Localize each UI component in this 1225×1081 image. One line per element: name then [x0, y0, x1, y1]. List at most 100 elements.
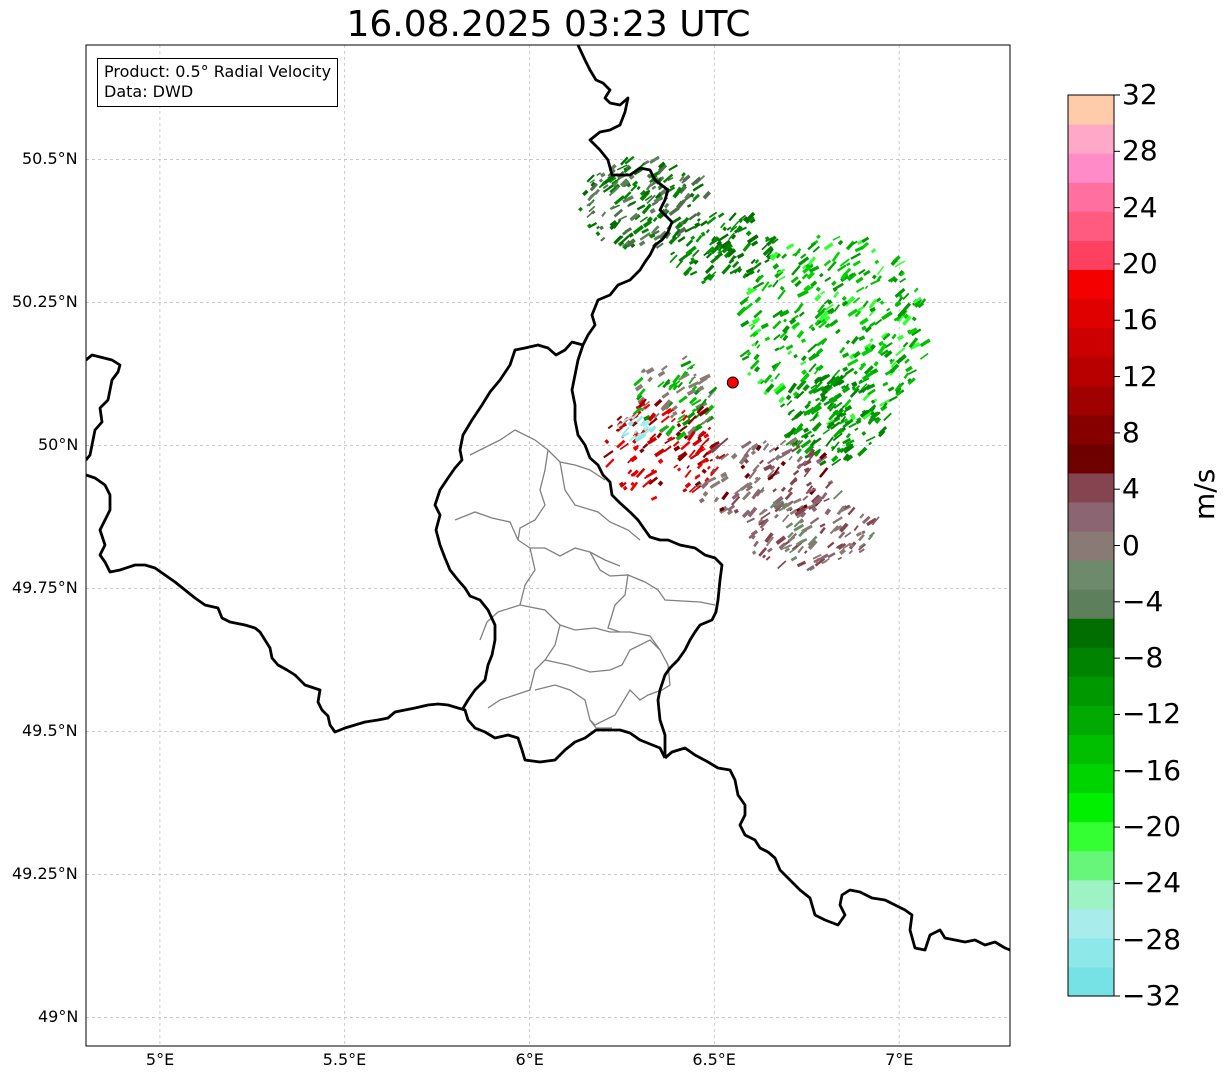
- radar-echo-pixel: [613, 208, 624, 218]
- radar-echo-pixel: [686, 363, 696, 370]
- radar-echo-pixel: [878, 340, 885, 347]
- colorbar-tick-label: −28: [1122, 922, 1182, 956]
- radar-echo-pixel: [813, 380, 823, 391]
- radar-echo-pixel: [681, 177, 687, 184]
- lat-tick-label: 49.75°N: [12, 578, 78, 598]
- radar-echo-pixel: [867, 388, 876, 396]
- radar-echo-pixel: [714, 242, 723, 251]
- colorbar: [1067, 94, 1120, 997]
- radar-echo-pixel: [898, 315, 905, 322]
- lon-tick-label: 7°E: [885, 1050, 914, 1069]
- radar-echo-pixel: [632, 406, 643, 416]
- radar-echo-pixel: [787, 531, 794, 539]
- radar-echo-pixel: [630, 184, 638, 192]
- radar-echo-pixel: [844, 367, 855, 376]
- radar-echo-pixel: [833, 412, 844, 421]
- radar-echo-pixel: [892, 277, 899, 283]
- radar-echo-pixel: [886, 307, 891, 312]
- radar-echo-pixel: [895, 353, 907, 365]
- lon-tick-label: 6°E: [515, 1050, 544, 1069]
- radar-echo-pixel: [789, 509, 798, 516]
- radar-echo-pixel: [687, 426, 697, 435]
- radar-echo-pixel: [676, 233, 682, 239]
- radar-echo-pixel: [847, 358, 859, 367]
- radar-echo-pixel: [624, 183, 629, 187]
- radar-echo-pixel: [883, 412, 892, 422]
- lat-tick-label: 50.25°N: [12, 292, 78, 312]
- radar-echo-pixel: [796, 379, 807, 391]
- radar-echo-pixel: [704, 477, 710, 483]
- radar-echo-pixel: [638, 240, 646, 247]
- radar-echo-pixel: [772, 361, 782, 372]
- radar-echo-pixel: [858, 268, 866, 275]
- radar-echo-pixel: [609, 222, 618, 231]
- radar-echo-pixel: [861, 530, 866, 535]
- radar-echo-pixel: [681, 172, 686, 177]
- radar-echo-pixel: [621, 180, 631, 188]
- radar-echo-pixel: [648, 425, 657, 434]
- radar-echo-pixel: [689, 453, 698, 460]
- radar-echo-pixel: [852, 350, 861, 359]
- radar-echo-pixel: [678, 395, 688, 404]
- radar-echo-pixel: [746, 234, 759, 244]
- radar-echo-pixel: [753, 476, 762, 484]
- radar-echo-pixel: [796, 504, 808, 513]
- radar-echo-pixel: [792, 391, 798, 397]
- radar-echo-pixel: [820, 315, 831, 325]
- radar-echo-pixel: [641, 368, 647, 374]
- radar-echo-pixel: [803, 433, 809, 440]
- radar-echo-pixel: [680, 360, 692, 368]
- radar-echo-pixel: [845, 339, 851, 345]
- radar-echo-pixel: [750, 534, 756, 540]
- radar-echo-pixel: [608, 187, 619, 197]
- radar-echo-pixel: [793, 523, 805, 532]
- radar-echo-pixel: [800, 338, 807, 344]
- radar-echo-pixel: [831, 441, 840, 452]
- colorbar-segment: [1068, 647, 1114, 677]
- radar-echo-pixel: [882, 381, 889, 387]
- radar-echo-pixel: [839, 411, 847, 418]
- radar-echo-pixel: [871, 516, 880, 526]
- radar-echo-pixel: [904, 358, 910, 364]
- colorbar-segment: [1068, 850, 1114, 881]
- colorbar-segment: [1068, 705, 1114, 736]
- radar-echo-pixel: [845, 432, 852, 439]
- radar-echo-pixel: [670, 251, 676, 256]
- radar-echo-pixel: [699, 373, 711, 382]
- radar-echo-pixel: [894, 287, 906, 298]
- radar-echo-pixel: [706, 465, 711, 470]
- radar-echo-pixel: [653, 195, 664, 204]
- radar-echo-pixel: [903, 313, 909, 319]
- radar-echo-pixel: [836, 447, 845, 454]
- radar-echo-pixel: [765, 555, 771, 561]
- radar-echo-pixel: [700, 220, 708, 227]
- radar-echo-pixel: [756, 344, 761, 349]
- radar-echo-pixel: [861, 370, 874, 381]
- radar-echo-pixel: [841, 385, 851, 394]
- radar-echo-pixel: [792, 497, 802, 505]
- radar-echo-pixel: [780, 460, 787, 467]
- radar-echo-pixel: [802, 383, 810, 392]
- radar-echo-pixel: [796, 330, 805, 339]
- radar-echo-pixel: [818, 310, 829, 322]
- radar-echo-pixel: [781, 514, 790, 523]
- radar-echo-pixel: [742, 272, 748, 279]
- radar-echo-pixel: [833, 524, 843, 532]
- radar-echo-pixel: [745, 267, 755, 274]
- radar-echo-pixel: [613, 219, 622, 229]
- radar-echo-pixel: [728, 232, 735, 241]
- radar-echo-pixel: [643, 403, 651, 410]
- radar-echo-pixel: [675, 221, 682, 229]
- radar-echo-pixel: [659, 424, 669, 433]
- radar-echo-pixel: [736, 225, 742, 231]
- radar-echo-pixel: [703, 273, 712, 282]
- radar-echo-pixel: [720, 222, 726, 229]
- radar-echo-pixel: [603, 450, 614, 459]
- radar-echo-pixel: [669, 414, 675, 419]
- radar-echo-pixel: [785, 394, 792, 401]
- radar-echo-pixel: [661, 365, 668, 371]
- radar-echo-pixel: [835, 328, 841, 335]
- radar-echo-pixel: [689, 192, 695, 198]
- radar-echo-pixel: [782, 334, 789, 342]
- radar-echo-pixel: [810, 405, 823, 415]
